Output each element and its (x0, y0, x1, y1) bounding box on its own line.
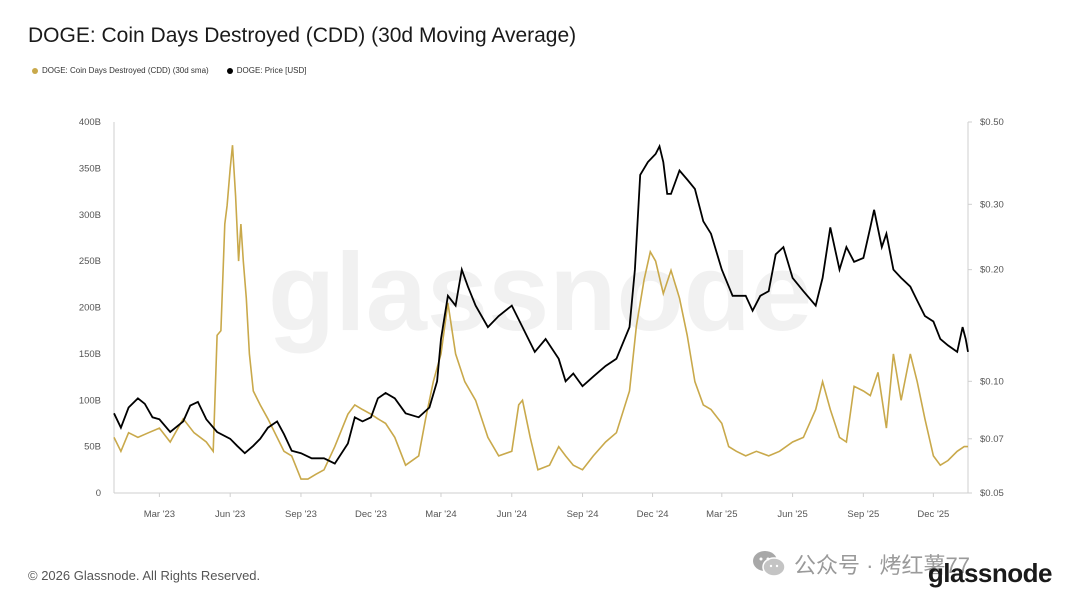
x-tick-label: Mar '25 (706, 509, 737, 520)
y-right-ticks: $0.05 $0.07 $0.10 $0.20 $0.30 $0.50 (968, 117, 1004, 499)
wechat-label: 公众号 · 烤红薯77 (794, 553, 971, 578)
y-left-tick-label: 200B (79, 303, 101, 314)
legend-dot-cdd (32, 67, 38, 74)
x-tick-label: Sep '23 (285, 509, 317, 520)
x-tick-label: Mar '23 (144, 509, 175, 520)
x-tick-label: Dec '23 (355, 509, 387, 520)
y-left-tick-label: 400B (79, 117, 101, 128)
brand-logo: glassnode (927, 558, 1053, 588)
wechat-icon (753, 551, 786, 577)
copyright-text: © 2026 Glassnode. All Rights Reserved. (28, 568, 261, 583)
legend-item-price[interactable]: DOGE: Price [USD] (226, 66, 307, 75)
x-tick-label: Jun '24 (497, 509, 527, 520)
chart-legend: DOGE: Coin Days Destroyed (CDD) (30d sma… (32, 66, 307, 75)
x-tick-label: Dec '24 (637, 509, 669, 520)
y-left-tick-label: 250B (79, 256, 101, 267)
wechat-account: 公众号 · 烤红薯77 (752, 548, 970, 580)
y-left-tick-label: 150B (79, 349, 101, 360)
series-line-price (113, 143, 969, 465)
legend-label-price: DOGE: Price [USD] (236, 66, 307, 75)
x-tick-label: Dec '25 (917, 509, 949, 520)
x-tick-label: Sep '25 (847, 509, 879, 520)
x-tick-label: Mar '24 (425, 509, 456, 520)
x-tick-label: Jun '23 (215, 509, 245, 520)
watermark-text: glassnode (268, 231, 812, 354)
series-line-cdd (113, 145, 968, 480)
legend-dot-price (226, 67, 233, 74)
y-left-tick-label: 50B (84, 442, 101, 453)
x-tick-label: Jun '25 (777, 509, 807, 520)
legend-label-cdd: DOGE: Coin Days Destroyed (CDD) (30d sma… (42, 66, 209, 75)
y-right-tick-label: $0.10 (980, 376, 1004, 387)
y-right-tick-label: $0.50 (980, 117, 1004, 128)
y-left-tick-label: 350B (79, 163, 101, 174)
y-right-tick-label: $0.07 (980, 434, 1004, 445)
y-left-ticks: 0 50B 100B 150B 200B 250B 300B 350B 400B (79, 117, 101, 499)
y-left-tick-label: 300B (79, 210, 101, 221)
y-right-tick-label: $0.05 (980, 488, 1004, 499)
y-right-tick-label: $0.20 (980, 265, 1004, 276)
page-title: DOGE: Coin Days Destroyed (CDD) (30d Mov… (28, 24, 577, 47)
legend-item-cdd[interactable]: DOGE: Coin Days Destroyed (CDD) (30d sma… (32, 66, 209, 75)
y-left-tick-label: 0 (96, 488, 101, 499)
x-tick-label: Sep '24 (567, 509, 599, 520)
x-ticks: Mar '23 Jun '23 Sep '23 Dec '23 Mar '24 Jun '… (144, 493, 949, 520)
y-right-tick-label: $0.30 (980, 199, 1004, 210)
y-left-tick-label: 100B (79, 395, 101, 406)
